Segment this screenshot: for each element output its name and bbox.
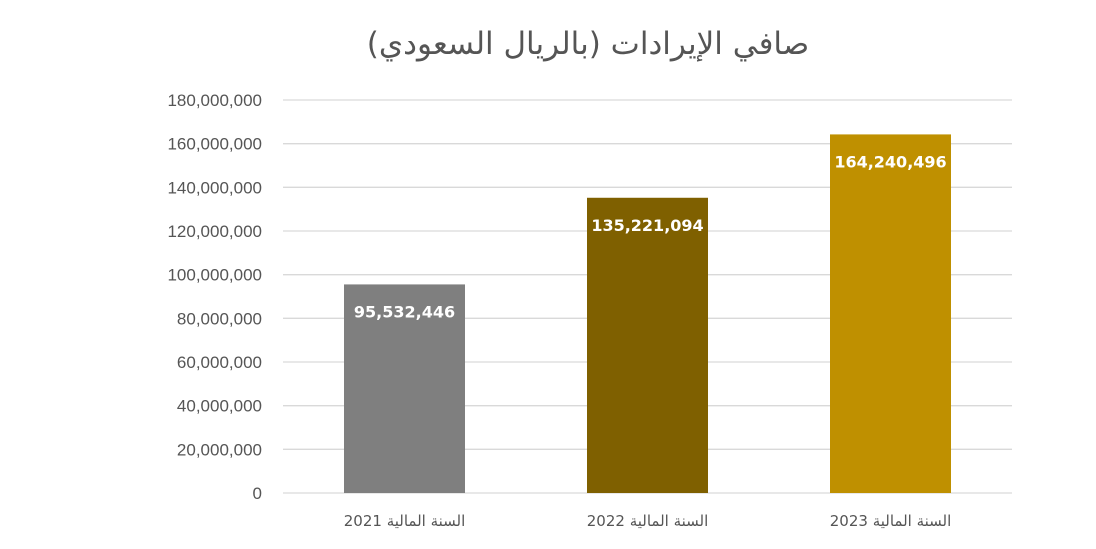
x-category-label: السنة المالية 2021 — [344, 512, 466, 530]
bar — [830, 134, 951, 493]
bar — [344, 284, 465, 493]
data-labels: 95,532,446 135,221,094 164,240,496 — [354, 152, 947, 321]
bar-data-label: 164,240,496 — [834, 152, 946, 171]
bar-data-label: 95,532,446 — [354, 302, 455, 321]
y-tick-label: 120,000,000 — [167, 222, 262, 241]
bars — [344, 134, 951, 493]
bar — [587, 197, 708, 493]
y-tick-label: 100,000,000 — [167, 266, 262, 285]
y-tick-label: 0 — [253, 484, 262, 503]
y-tick-label: 40,000,000 — [177, 397, 262, 416]
bar-data-label: 135,221,094 — [591, 216, 703, 235]
y-tick-label: 80,000,000 — [177, 309, 262, 328]
y-axis-tick-labels: 0 20,000,000 40,000,000 60,000,000 80,000,00… — [167, 91, 262, 503]
y-tick-label: 160,000,000 — [167, 135, 262, 154]
x-category-label: السنة المالية 2022 — [587, 512, 709, 530]
x-category-label: السنة المالية 2023 — [830, 512, 952, 530]
y-tick-label: 180,000,000 — [167, 91, 262, 110]
y-tick-label: 140,000,000 — [167, 178, 262, 197]
y-tick-label: 60,000,000 — [177, 353, 262, 372]
x-axis-category-labels: السنة المالية 2021 السنة المالية 2022 السن… — [344, 512, 952, 530]
y-tick-label: 20,000,000 — [177, 440, 262, 459]
chart-title: صافي الإيرادات (بالريال السعودي) — [366, 26, 810, 62]
